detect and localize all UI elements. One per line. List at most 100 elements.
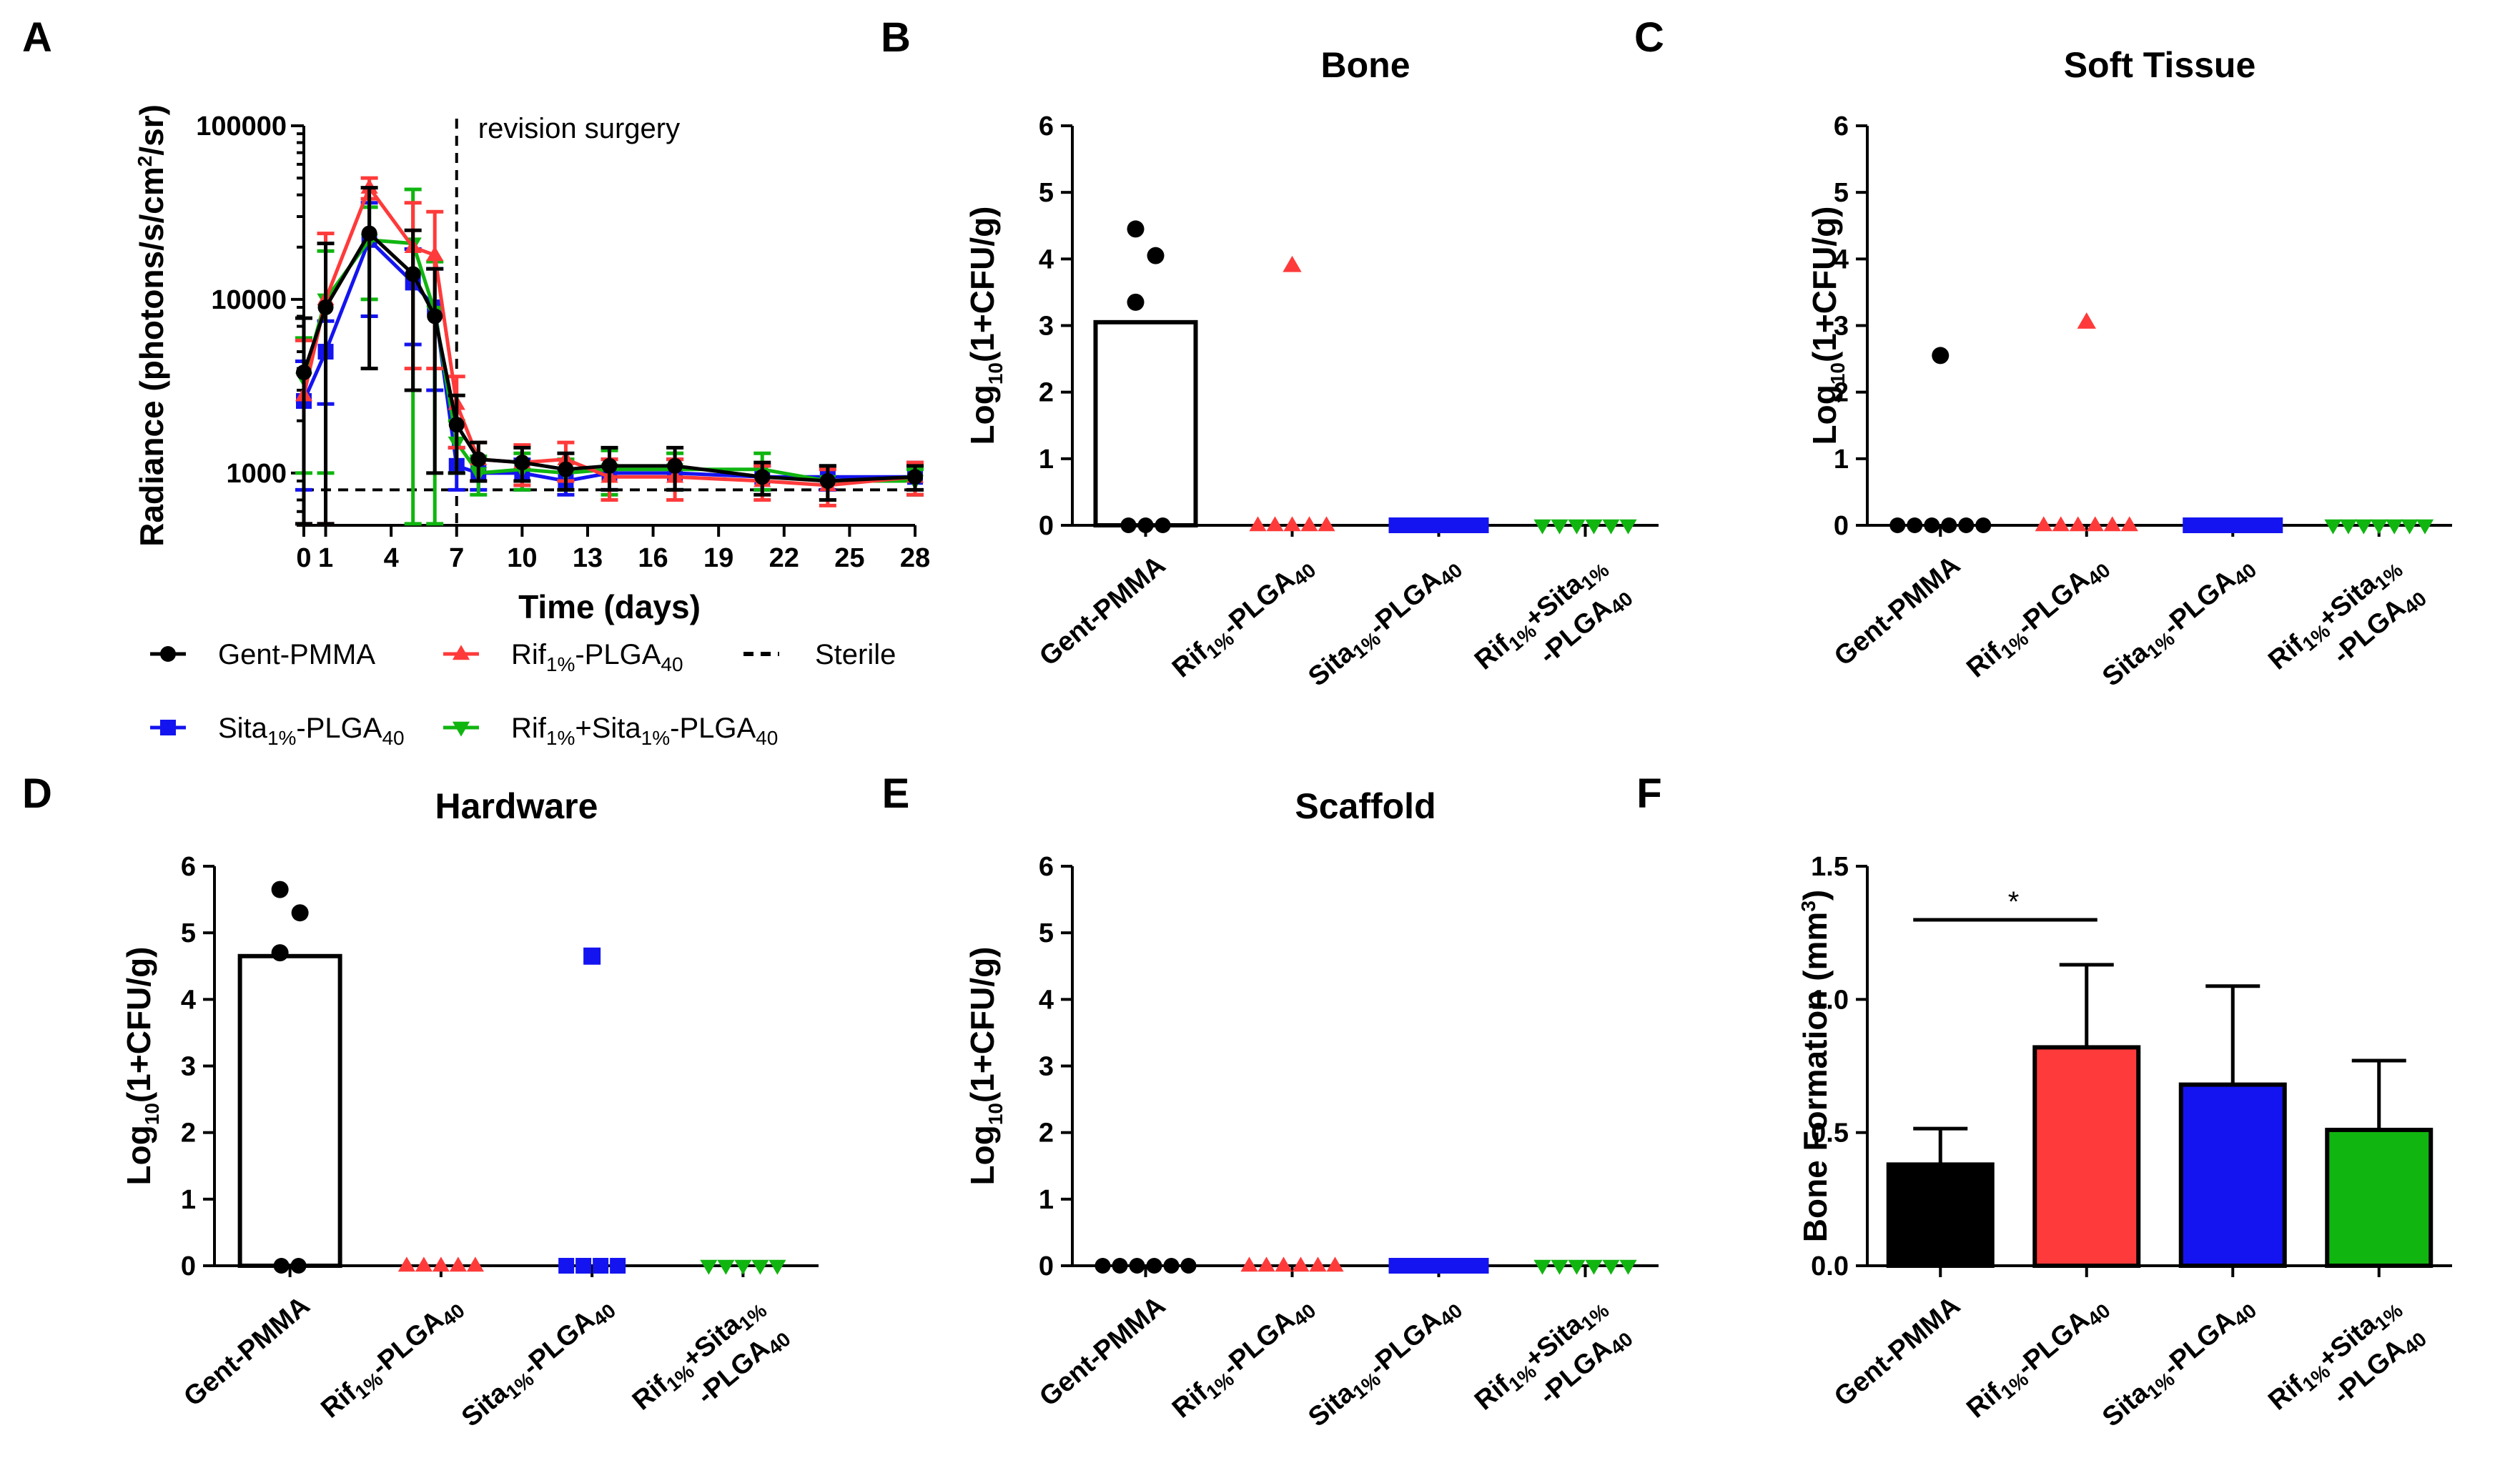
y-tick-label: 0 bbox=[1834, 511, 1849, 541]
panel-a-y-tick-label: 100000 bbox=[196, 111, 287, 142]
data-point-combo bbox=[1619, 1259, 1637, 1275]
panel-a-x-tick-label: 19 bbox=[703, 543, 733, 573]
panel-label-e: E bbox=[882, 770, 910, 817]
y-tick-label: 3 bbox=[181, 1052, 196, 1082]
panel-a-legend: Gent-PMMA Rif1%-PLGA40 Sita1%-PLGA40 Rif1%+… bbox=[150, 639, 896, 749]
panel-a-point bbox=[448, 417, 465, 433]
panel-a-point bbox=[667, 457, 683, 474]
y-tick-label: 1 bbox=[1039, 1185, 1054, 1215]
data-point-rif bbox=[1257, 1256, 1275, 1272]
y-tick-label: 5 bbox=[1039, 178, 1054, 208]
significance-star: * bbox=[2008, 886, 2020, 918]
data-point-gent bbox=[1180, 1258, 1197, 1274]
data-point-gent bbox=[1146, 1258, 1162, 1274]
x-tick-label-rif-text: Rif1%-PLGA40 bbox=[1167, 1291, 1320, 1427]
panel-c-y-label: Log10(1+CFU/g) bbox=[1806, 207, 1849, 445]
data-point-combo bbox=[1551, 1259, 1568, 1275]
bar-gent bbox=[1886, 1162, 1995, 1269]
points-cluster-sita bbox=[1388, 517, 1489, 533]
y-tick-label: 4 bbox=[1039, 985, 1054, 1015]
panel-a-point bbox=[470, 451, 487, 467]
data-point-rif bbox=[1309, 1256, 1327, 1272]
x-tick-label-rif-text: Rif1%-PLGA40 bbox=[1961, 550, 2114, 687]
data-point-rif bbox=[1283, 516, 1301, 532]
data-point-combo bbox=[700, 1259, 718, 1275]
data-point-combo bbox=[1533, 1259, 1551, 1275]
data-point-combo bbox=[717, 1259, 735, 1275]
y-tick-label: 6 bbox=[1834, 111, 1849, 142]
panel-a-point bbox=[754, 469, 771, 485]
panel-a-point bbox=[361, 225, 377, 242]
x-tick-label-rif: Rif1%-PLGA40 bbox=[1961, 1299, 2114, 1424]
data-point-combo bbox=[1533, 519, 1551, 535]
data-point-combo bbox=[1568, 1259, 1586, 1275]
panel-a-x-tick-label: 7 bbox=[449, 543, 464, 573]
panel-b-title: Bone bbox=[1321, 45, 1410, 85]
legend-label-rif: Rif1%-PLGA40 bbox=[511, 639, 683, 675]
panel-d-y-label: Log10(1+CFU/g) bbox=[120, 947, 163, 1186]
panel-a-point bbox=[317, 299, 334, 316]
y-tick-label: 6 bbox=[1039, 111, 1054, 142]
y-tick-label: 1 bbox=[1039, 445, 1054, 475]
data-point-combo bbox=[2386, 519, 2403, 535]
data-point-gent bbox=[291, 904, 309, 922]
panel-a-line bbox=[302, 184, 916, 487]
points-cluster-sita bbox=[1388, 1258, 1489, 1274]
data-point-gent bbox=[1127, 220, 1145, 238]
x-tick-label-combo: Rif1%+Sita1%-PLGA40 bbox=[1469, 559, 1637, 676]
data-point-combo bbox=[1619, 519, 1637, 535]
x-tick-label-sita: Sita1%-PLGA40 bbox=[2097, 1299, 2260, 1433]
bar-rif bbox=[2032, 1045, 2141, 1268]
data-point-gent bbox=[1120, 517, 1137, 533]
y-tick-label: 6 bbox=[1039, 852, 1054, 882]
data-point-rif bbox=[449, 1256, 467, 1272]
data-point-gent bbox=[1129, 1258, 1145, 1274]
panel-a-x-tick-label: 13 bbox=[573, 543, 603, 573]
panel-a-y-tick-label: 1000 bbox=[226, 459, 287, 489]
panel-a-point bbox=[907, 469, 923, 485]
data-point-combo bbox=[769, 1259, 786, 1275]
data-point-combo bbox=[2401, 519, 2418, 535]
data-point-gent bbox=[1163, 1258, 1180, 1274]
data-point-combo bbox=[2324, 519, 2342, 535]
x-tick-label-gent-text: Gent-PMMA bbox=[1829, 550, 1966, 673]
data-point-rif bbox=[2086, 516, 2104, 532]
data-point-sita bbox=[575, 1258, 592, 1274]
data-point-gent bbox=[273, 1258, 290, 1274]
panel-a-annotation: revision surgery bbox=[478, 113, 680, 144]
data-point-sita bbox=[583, 947, 601, 965]
x-tick-label-sita-text: Sita1%-PLGA40 bbox=[2097, 550, 2260, 695]
legend-label-sita: Sita1%-PLGA40 bbox=[218, 713, 405, 749]
y-tick-label: 0.0 bbox=[1811, 1251, 1849, 1281]
bar-sita bbox=[2178, 1082, 2287, 1268]
data-point-combo bbox=[2339, 519, 2357, 535]
data-point-rif bbox=[1266, 516, 1284, 532]
data-point-gent bbox=[1155, 517, 1171, 533]
data-point-combo bbox=[1602, 519, 1620, 535]
panel-a-x-tick-label: 22 bbox=[769, 543, 799, 573]
x-tick-label-combo: Rif1%+Sita1%-PLGA40 bbox=[2263, 1299, 2431, 1417]
data-point-combo bbox=[2416, 519, 2434, 535]
panel-b-axes bbox=[1061, 124, 1659, 527]
x-tick-label-gent-text: Gent-PMMA bbox=[1034, 1291, 1171, 1413]
legend-rif-icon bbox=[452, 645, 470, 660]
x-tick-label-rif-text: Rif1%-PLGA40 bbox=[1167, 550, 1320, 687]
y-tick-label: 1.0 bbox=[1811, 985, 1849, 1015]
data-point-gent bbox=[271, 881, 289, 898]
data-point-gent bbox=[1941, 517, 1957, 533]
x-tick-label-sita-text: Sita1%-PLGA40 bbox=[1303, 1291, 1466, 1436]
x-tick-label-gent-text: Gent-PMMA bbox=[1034, 550, 1171, 673]
legend-label-sterile: Sterile bbox=[815, 639, 896, 670]
data-point-combo bbox=[1585, 1259, 1603, 1275]
y-tick-label: 3 bbox=[1039, 312, 1054, 342]
panel-a-x-tick-label: 0 bbox=[296, 543, 311, 573]
y-tick-label: 1.5 bbox=[1811, 852, 1849, 882]
y-tick-label: 2 bbox=[1039, 1119, 1054, 1149]
panel-a-point bbox=[405, 266, 421, 282]
x-tick-label-rif: Rif1%-PLGA40 bbox=[1167, 550, 1320, 687]
x-tick-label-sita: Sita1%-PLGA40 bbox=[1303, 559, 1466, 693]
panel-a-point bbox=[558, 461, 574, 477]
data-point-combo bbox=[751, 1259, 769, 1275]
data-point-rif bbox=[1300, 516, 1318, 532]
x-tick-label-sita: Sita1%-PLGA40 bbox=[1303, 1291, 1466, 1436]
